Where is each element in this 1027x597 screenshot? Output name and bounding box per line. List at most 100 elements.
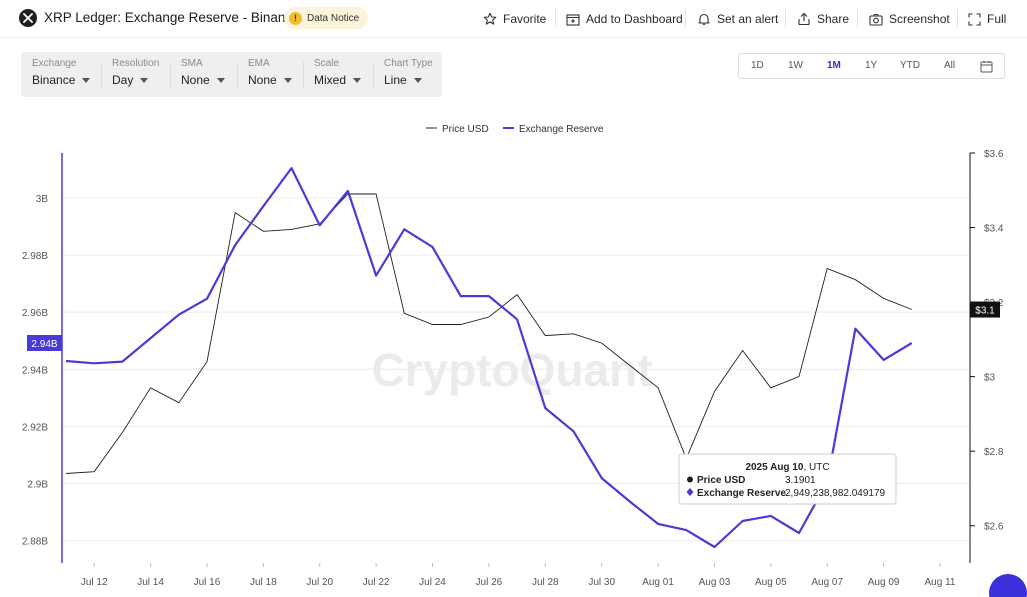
- chart-type-label: Chart Type: [384, 58, 433, 69]
- x-axis-tick-label: Jul 28: [532, 577, 559, 588]
- tooltip-reserve-label: Exchange Reserve: [697, 488, 786, 499]
- x-axis-tick-label: Jul 20: [306, 577, 333, 588]
- expand-icon: [968, 12, 981, 26]
- sma-label: SMA: [181, 58, 203, 69]
- exchange-reserve-series-line: [65, 167, 913, 549]
- range-1y-button[interactable]: 1Y: [865, 60, 878, 71]
- tooltip-box: [678, 453, 897, 505]
- x-axis-tick-label: Jul 16: [194, 577, 221, 588]
- left-axis-tick-label: 2.9B: [27, 480, 48, 491]
- tooltip-price-marker: [687, 476, 693, 483]
- x-axis-tick-label: Jul 30: [588, 577, 615, 588]
- chart-type-value: Line: [384, 73, 407, 87]
- x-axis-tick-label: Jul 14: [137, 577, 164, 588]
- x-axis-tick-label: Aug 07: [811, 577, 843, 588]
- resolution-select[interactable]: Resolution Day: [112, 58, 159, 87]
- exchange-select[interactable]: Exchange Binance: [32, 58, 91, 87]
- scale-select[interactable]: Scale Mixed: [314, 58, 362, 87]
- exchange-label: Exchange: [32, 58, 77, 69]
- sma-select[interactable]: SMA None: [181, 58, 225, 87]
- left-axis-tick-label: 2.92B: [22, 422, 48, 433]
- chart-settings-bar: Exchange Binance Resolution Day SMA None…: [21, 52, 442, 97]
- x-axis-tick-label: Aug 05: [755, 577, 787, 588]
- favorite-label: Favorite: [503, 12, 547, 26]
- set-alert-label: Set an alert: [717, 12, 779, 26]
- share-label: Share: [817, 12, 850, 26]
- header-divider: [785, 9, 786, 27]
- right-axis-tick-label: $2.6: [984, 522, 1004, 533]
- exchange-value: Binance: [32, 73, 76, 87]
- filter-divider: [237, 62, 238, 88]
- right-axis-value-tag: [970, 301, 1000, 318]
- x-axis-tick-label: Aug 03: [699, 577, 731, 588]
- favorite-button[interactable]: Favorite: [483, 10, 546, 28]
- x-axis-tick-label: Jul 12: [81, 577, 108, 588]
- left-axis-value-tag: [27, 335, 62, 351]
- resolution-label: Resolution: [112, 58, 160, 69]
- left-axis-tick-label: 2.94B: [22, 365, 48, 376]
- header-divider: [555, 9, 556, 27]
- chevron-down-icon: [82, 77, 91, 83]
- x-axis-tick-label: Aug 11: [925, 577, 956, 588]
- filter-divider: [303, 62, 304, 88]
- tooltip-title: 2025 Aug 10, UTC: [745, 462, 829, 473]
- price-usd-series-line: [65, 193, 912, 474]
- x-axis-tick-label: Aug 01: [642, 577, 674, 588]
- fullscreen-button[interactable]: Full: [968, 10, 1006, 28]
- chevron-down-icon: [353, 77, 362, 83]
- add-to-dashboard-button[interactable]: Add to Dashboard: [566, 10, 683, 28]
- ema-select[interactable]: EMA None: [248, 58, 292, 87]
- scale-label: Scale: [314, 58, 340, 69]
- add-to-dashboard-label: Add to Dashboard: [586, 12, 683, 26]
- legend-reserve-label: Exchange Reserve: [519, 124, 604, 135]
- ema-value: None: [248, 73, 277, 87]
- screenshot-label: Screenshot: [889, 12, 950, 26]
- watermark: CryptoQuant: [371, 344, 652, 396]
- right-axis-tick-label: $3.6: [984, 149, 1004, 160]
- x-axis-tick-label: Jul 22: [363, 577, 390, 588]
- header-divider: [957, 9, 958, 27]
- set-alert-button[interactable]: Set an alert: [697, 10, 778, 28]
- screenshot-button[interactable]: Screenshot: [869, 10, 950, 28]
- range-all-button[interactable]: All: [944, 60, 956, 71]
- right-axis-tick-label: $3: [984, 373, 996, 384]
- filter-divider: [101, 62, 102, 88]
- tooltip-reserve-value: 2,949,238,982.049179: [785, 488, 886, 499]
- filter-divider: [170, 62, 171, 88]
- right-axis-tick-label: $3.4: [984, 224, 1004, 235]
- data-notice-badge[interactable]: ! Data Notice: [284, 7, 369, 29]
- chevron-down-icon: [216, 77, 225, 83]
- range-ytd-button[interactable]: YTD: [900, 60, 920, 71]
- sma-value: None: [181, 73, 210, 87]
- range-1d-button[interactable]: 1D: [751, 60, 764, 71]
- scale-value: Mixed: [314, 73, 347, 87]
- warning-icon: !: [289, 11, 302, 25]
- left-axis-tick-label: 2.98B: [22, 251, 48, 262]
- star-icon: [483, 12, 497, 25]
- right-axis-value-tag-label: $3.1: [975, 306, 995, 317]
- right-axis-tick-label: $2.8: [984, 447, 1004, 458]
- camera-icon: [869, 13, 883, 26]
- share-icon: [798, 12, 810, 26]
- left-axis-value-tag-label: 2.94B: [31, 339, 57, 350]
- chevron-down-icon: [283, 77, 292, 83]
- range-1m-button[interactable]: 1M: [827, 60, 841, 71]
- x-axis-tick-label: Jul 18: [250, 577, 277, 588]
- header-divider: [685, 9, 686, 27]
- chevron-down-icon: [413, 77, 422, 83]
- range-1w-button[interactable]: 1W: [788, 60, 803, 71]
- share-button[interactable]: Share: [797, 10, 849, 28]
- chart-type-select[interactable]: Chart Type Line: [384, 58, 433, 87]
- full-label: Full: [987, 12, 1007, 26]
- tooltip-reserve-marker: [686, 488, 694, 496]
- left-axis-tick-label: 2.96B: [22, 308, 48, 319]
- left-axis-tick-label: 3B: [36, 194, 49, 205]
- resolution-value: Day: [112, 73, 134, 87]
- x-axis-tick-label: Jul 26: [476, 577, 503, 588]
- floating-action-button[interactable]: [989, 574, 1027, 597]
- filter-divider: [373, 62, 374, 88]
- header-divider: [857, 9, 858, 27]
- legend-price-label: Price USD: [442, 124, 489, 135]
- calendar-icon[interactable]: [980, 60, 993, 73]
